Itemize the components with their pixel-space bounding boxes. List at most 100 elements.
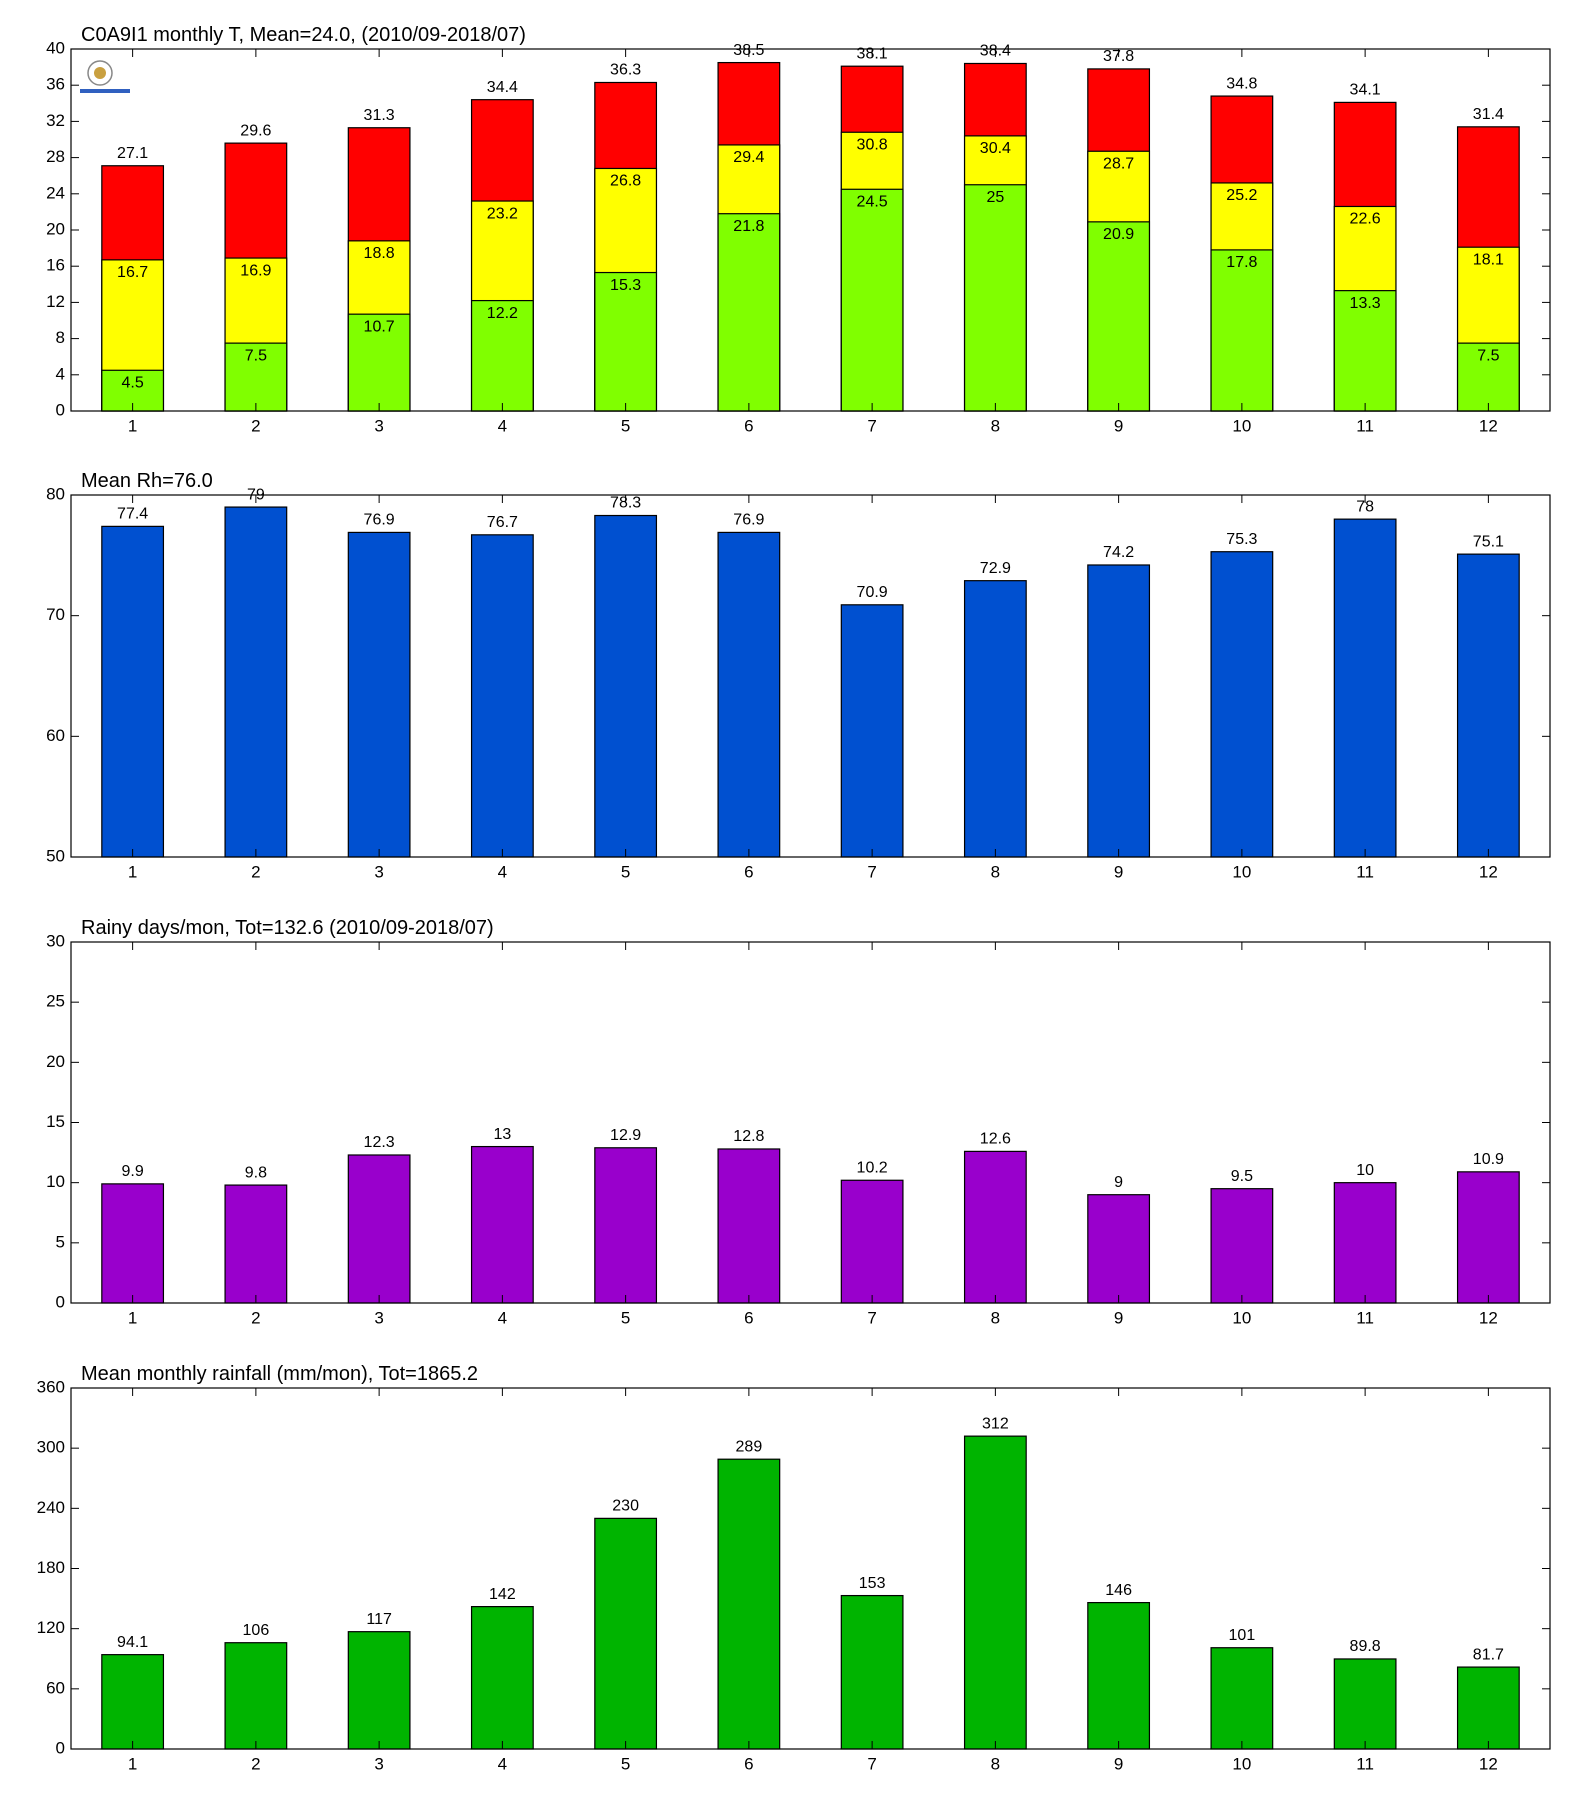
y-tick-label: 120	[37, 1618, 65, 1637]
bar	[1210, 1647, 1274, 1750]
x-tick-label: 5	[621, 862, 630, 881]
value-label: 78	[1356, 498, 1374, 515]
value-label: 101	[1229, 1627, 1256, 1644]
bar	[1333, 1182, 1397, 1304]
chart-title: Rainy days/mon, Tot=132.6 (2010/09-2018/…	[81, 917, 494, 939]
value-label: 10	[1356, 1162, 1374, 1179]
bar	[840, 188, 904, 412]
value-label: 25	[986, 189, 1004, 206]
x-tick-label: 1	[128, 862, 137, 881]
value-label: 117	[366, 1611, 392, 1628]
x-tick-label: 7	[867, 1754, 876, 1773]
y-tick-label: 5	[56, 1232, 65, 1251]
bar	[717, 213, 781, 412]
x-tick-label: 7	[867, 1308, 876, 1327]
logo-emblem	[94, 67, 106, 79]
value-label: 9.5	[1231, 1168, 1253, 1185]
value-label: 15.3	[610, 277, 641, 294]
value-label: 18.1	[1473, 251, 1504, 268]
bar	[1210, 551, 1274, 858]
value-label: 153	[859, 1575, 886, 1592]
x-tick-label: 6	[744, 862, 753, 881]
y-tick-label: 15	[46, 1112, 65, 1131]
value-label: 25.2	[1226, 187, 1257, 204]
x-tick-label: 8	[991, 416, 1000, 435]
value-label: 9	[1114, 1174, 1123, 1191]
value-label: 70.9	[857, 584, 888, 601]
value-label: 34.4	[487, 79, 518, 96]
bar	[470, 299, 534, 412]
bar	[1456, 1171, 1520, 1304]
x-tick-label: 9	[1114, 1754, 1123, 1773]
x-tick-label: 8	[991, 1308, 1000, 1327]
value-label: 23.2	[487, 205, 518, 222]
y-tick-label: 240	[37, 1498, 65, 1517]
bar	[347, 531, 411, 858]
y-tick-label: 60	[46, 1678, 65, 1697]
logo	[80, 60, 130, 93]
value-label: 26.8	[610, 173, 641, 190]
x-tick-label: 6	[744, 1754, 753, 1773]
value-label: 17.8	[1226, 254, 1257, 271]
bar	[717, 531, 781, 858]
value-label: 16.9	[240, 262, 271, 279]
value-label: 74.2	[1103, 544, 1134, 561]
y-tick-label: 24	[46, 183, 65, 202]
bar	[1087, 1194, 1151, 1304]
chart-title: C0A9I1 monthly T, Mean=24.0, (2010/09-20…	[81, 24, 526, 46]
value-label: 94.1	[117, 1634, 148, 1651]
bar	[224, 1184, 288, 1304]
x-tick-label: 4	[498, 1754, 507, 1773]
axes-box	[70, 494, 1551, 858]
x-tick-label: 3	[374, 862, 383, 881]
value-label: 10.9	[1473, 1151, 1504, 1168]
x-tick-label: 5	[621, 1754, 630, 1773]
bar	[470, 1606, 534, 1750]
value-label: 12.3	[364, 1134, 395, 1151]
value-label: 29.4	[733, 149, 764, 166]
x-tick-label: 4	[498, 1308, 507, 1327]
x-tick-label: 4	[498, 416, 507, 435]
value-label: 75.1	[1473, 533, 1504, 550]
value-label: 13.3	[1350, 295, 1381, 312]
value-label: 30.4	[980, 140, 1011, 157]
value-label: 75.3	[1226, 531, 1257, 548]
value-label: 16.7	[117, 264, 148, 281]
value-label: 77.4	[117, 506, 148, 523]
value-label: 106	[243, 1622, 270, 1639]
x-tick-label: 11	[1356, 1754, 1374, 1773]
value-label: 34.1	[1350, 82, 1381, 99]
value-label: 34.8	[1226, 75, 1257, 92]
axes-box	[70, 941, 1551, 1304]
y-tick-label: 10	[46, 1172, 65, 1191]
x-tick-label: 3	[374, 1754, 383, 1773]
bar	[840, 1179, 904, 1304]
value-label: 29.6	[240, 122, 271, 139]
axes-box	[70, 1387, 1551, 1750]
bar	[594, 514, 658, 858]
y-tick-label: 70	[46, 605, 65, 624]
y-tick-label: 16	[46, 256, 65, 275]
value-label: 76.9	[733, 512, 764, 529]
value-label: 76.9	[364, 512, 395, 529]
bar	[1333, 290, 1397, 412]
y-tick-label: 0	[56, 1738, 65, 1757]
x-tick-label: 4	[498, 862, 507, 881]
x-tick-label: 2	[251, 1754, 260, 1773]
bar	[1456, 553, 1520, 858]
x-tick-label: 3	[374, 1308, 383, 1327]
value-label: 9.9	[122, 1163, 144, 1180]
x-tick-label: 11	[1356, 1308, 1374, 1327]
x-tick-label: 1	[128, 1754, 137, 1773]
value-label: 24.5	[857, 193, 888, 210]
bar	[101, 525, 165, 858]
y-tick-label: 60	[46, 726, 65, 745]
bar	[717, 1458, 781, 1750]
y-tick-label: 0	[56, 400, 65, 419]
value-label: 7.5	[245, 347, 267, 364]
x-tick-label: 2	[251, 862, 260, 881]
x-tick-label: 9	[1114, 1308, 1123, 1327]
value-label: 12.8	[733, 1128, 764, 1145]
y-tick-label: 180	[37, 1558, 65, 1577]
